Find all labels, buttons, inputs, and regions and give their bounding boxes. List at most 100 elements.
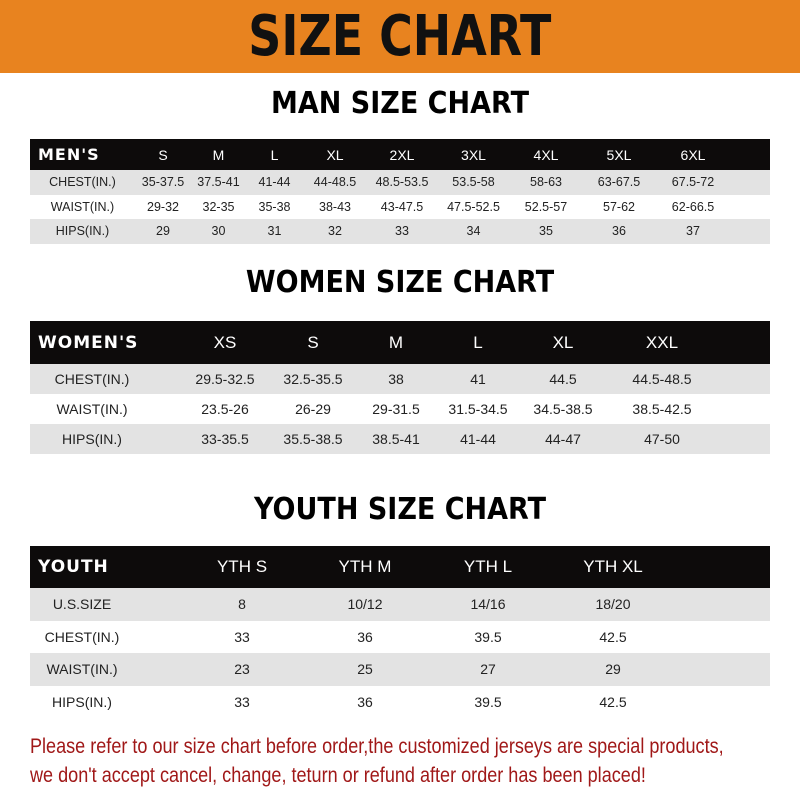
measurement-value: 43-47.5 — [380, 199, 424, 214]
measurement-value: 14/16 — [470, 596, 506, 613]
measurement-value: 29 — [605, 661, 621, 678]
measurement-value: 42.5 — [599, 628, 627, 645]
measurement-value: 31 — [267, 224, 282, 239]
size-column-header: L — [473, 332, 483, 352]
measurement-value: 23.5-26 — [201, 401, 249, 417]
table-header-row: WOMEN'S XS S M L XL XXL — [30, 321, 770, 364]
measurement-value: 47.5-52.5 — [447, 199, 500, 214]
size-column-header: M — [212, 146, 225, 163]
measurement-label: CHEST(IN.) — [49, 175, 116, 190]
measurement-value: 8 — [238, 596, 246, 613]
measurement-value: 62-66.5 — [671, 199, 715, 214]
table-category-label: YOUTH — [38, 557, 109, 577]
size-column-header: 5XL — [606, 146, 632, 163]
measurement-value: 48.5-53.5 — [375, 175, 429, 190]
measurement-value: 35-37.5 — [141, 175, 185, 190]
measurement-value: 34 — [466, 224, 481, 239]
measurement-value: 39.5 — [474, 628, 502, 645]
measurement-value: 35 — [539, 224, 553, 239]
measurement-value: 33-35.5 — [201, 431, 249, 447]
table-row: CHEST(IN.) 35-37.5 37.5-41 41-44 44-48.5 48.5… — [30, 170, 770, 195]
measurement-value: 37 — [686, 224, 700, 239]
notice-line-2: we don't accept cancel, change, teturn o… — [30, 764, 646, 787]
measurement-value: 41 — [470, 371, 486, 387]
measurement-value: 32.5-35.5 — [283, 371, 343, 387]
measurement-value: 30 — [211, 224, 226, 239]
measurement-label: WAIST(IN.) — [46, 661, 118, 678]
table-row: HIPS(IN.) 29 30 31 32 33 34 35 36 37 — [30, 219, 770, 244]
measurement-value: 32-35 — [202, 199, 235, 214]
measurement-value: 31.5-34.5 — [448, 401, 508, 417]
measurement-value: 32 — [328, 224, 342, 239]
table-category-label: WOMEN'S — [38, 332, 139, 353]
size-column-header: YTH S — [216, 557, 268, 576]
size-column-header: XXL — [645, 332, 679, 352]
measurement-value: 38-43 — [319, 199, 351, 214]
measurement-label: CHEST(IN.) — [54, 371, 130, 387]
measurement-value: 27 — [480, 661, 496, 678]
measurement-label: WAIST(IN.) — [56, 401, 128, 417]
measurement-value: 26-29 — [295, 401, 331, 417]
size-column-header: YTH L — [463, 557, 513, 576]
table-row: HIPS(IN.) 33-35.5 35.5-38.5 38.5-41 41-44 44-… — [30, 424, 770, 454]
measurement-value: 39.5 — [474, 693, 502, 710]
table-row: WAIST(IN.) 29-32 32-35 35-38 38-43 43-47.5 47.… — [30, 194, 770, 219]
women-size-table: WOMEN'S XS S M L XL XXL CHEST(IN.) 29.5-32.5 32.5… — [30, 321, 770, 454]
measurement-value: 29 — [156, 224, 170, 239]
measurement-value: 35.5-38.5 — [283, 431, 343, 447]
size-column-header: S — [307, 332, 319, 352]
measurement-value: 33 — [234, 693, 250, 710]
table-row: CHEST(IN.) 33 36 39.5 42.5 — [30, 620, 770, 653]
table-category-label: MEN'S — [38, 145, 100, 164]
youth-size-table: YOUTH YTH S YTH M YTH L YTH XL U.S.SIZE 8 10/12… — [30, 546, 770, 718]
size-chart-banner: SIZE CHART — [0, 0, 800, 73]
measurement-value: 63-67.5 — [597, 175, 641, 190]
size-column-header: 3XL — [461, 146, 486, 163]
measurement-value: 42.5 — [599, 693, 627, 710]
table-row: WAIST(IN.) 23.5-26 26-29 29-31.5 31.5-34.5 34… — [30, 394, 770, 424]
measurement-label: HIPS(IN.) — [62, 431, 122, 447]
main-title: SIZE CHART — [248, 4, 552, 69]
measurement-value: 33 — [395, 224, 409, 239]
notice-line-1: Please refer to our size chart before or… — [30, 735, 724, 758]
size-column-header: XS — [213, 332, 237, 352]
size-column-header: XL — [552, 332, 574, 352]
measurement-value: 37.5-41 — [197, 175, 240, 190]
measurement-value: 33 — [234, 628, 250, 645]
measurement-value: 44-47 — [545, 431, 581, 447]
measurement-value: 34.5-38.5 — [533, 401, 593, 417]
size-column-header: S — [158, 146, 168, 163]
measurement-value: 58-63 — [530, 175, 562, 190]
measurement-value: 36 — [357, 693, 373, 710]
youth-section-title: YOUTH SIZE CHART — [253, 492, 547, 527]
measurement-value: 18/20 — [595, 596, 631, 613]
measurement-value: 44-48.5 — [313, 175, 357, 190]
measurement-value: 25 — [357, 661, 373, 678]
measurement-value: 10/12 — [347, 596, 383, 613]
measurement-value: 23 — [234, 661, 250, 678]
measurement-value: 38.5-42.5 — [632, 401, 692, 417]
measurement-value: 35-38 — [258, 199, 291, 214]
measurement-value: 52.5-57 — [524, 199, 568, 214]
measurement-label: U.S.SIZE — [52, 596, 112, 613]
measurement-value: 38.5-41 — [372, 431, 420, 447]
table-header-row: YOUTH YTH S YTH M YTH L YTH XL — [30, 546, 770, 588]
measurement-value: 47-50 — [644, 431, 680, 447]
table-row: HIPS(IN.) 33 36 39.5 42.5 — [30, 685, 770, 718]
measurement-value: 36 — [612, 224, 626, 239]
table-header-row: MEN'S S M L XL 2XL 3XL 4XL 5XL 6XL — [30, 139, 770, 170]
table-row: U.S.SIZE 8 10/12 14/16 18/20 — [30, 588, 770, 621]
measurement-value: 41-44 — [258, 175, 291, 190]
measurement-label: CHEST(IN.) — [44, 628, 120, 645]
size-column-header: 2XL — [389, 146, 415, 163]
measurement-value: 41-44 — [460, 431, 496, 447]
measurement-value: 29.5-32.5 — [195, 371, 255, 387]
measurement-value: 67.5-72 — [671, 175, 715, 190]
measurement-value: 44.5-48.5 — [632, 371, 692, 387]
measurement-value: 38 — [388, 371, 404, 387]
measurement-value: 57-62 — [603, 199, 635, 214]
measurement-value: 29-32 — [147, 199, 179, 214]
size-column-header: M — [388, 332, 404, 352]
size-column-header: 4XL — [533, 146, 559, 163]
size-column-header: YTH M — [338, 557, 392, 576]
